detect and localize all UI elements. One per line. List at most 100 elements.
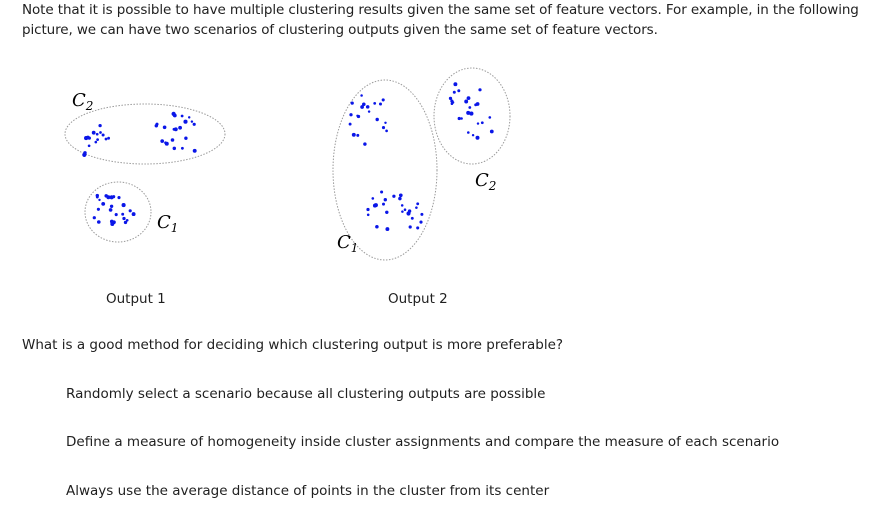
option-homogeneity-measure[interactable]: Define a measure of homogeneity inside c… (66, 434, 780, 450)
output1-point (190, 120, 194, 123)
output1-point (172, 146, 177, 151)
question-text: What is a good method for deciding which… (22, 337, 564, 353)
output2-point (362, 102, 366, 107)
output1-point (86, 135, 90, 139)
output1-point (162, 125, 167, 130)
output2-point (452, 90, 456, 94)
output2-point (475, 135, 480, 140)
output2-point (478, 88, 482, 92)
output1-point (128, 209, 132, 213)
output2-point (469, 111, 474, 116)
option-average-distance[interactable]: Always use the average distance of point… (66, 483, 550, 499)
output1-point (96, 207, 100, 211)
output2-point (348, 122, 352, 126)
output2-point (466, 110, 471, 115)
output1-point (117, 196, 121, 200)
output1-point (164, 141, 169, 146)
output1-point (91, 130, 96, 135)
output1-point (92, 216, 96, 220)
output2-point (416, 226, 420, 230)
output2-point (367, 110, 371, 113)
output1-point (99, 131, 102, 134)
output2-point (468, 106, 472, 109)
clustering-figure: C2 C1 C1 C2 (64, 67, 511, 261)
output2-point (349, 113, 353, 117)
output1-point (121, 212, 125, 216)
output1-point (95, 132, 99, 136)
output2-point (457, 116, 461, 121)
output2-point (460, 117, 463, 120)
output2-point (475, 102, 480, 106)
output2-point (398, 196, 402, 201)
output2-point (385, 210, 389, 215)
output2-point (392, 194, 396, 198)
output2-point (385, 129, 388, 133)
option-random-scenario[interactable]: Randomly select a scenario because all c… (66, 386, 546, 402)
output1-point (123, 220, 128, 225)
output2-point (403, 208, 407, 211)
output2-point (407, 209, 412, 213)
output2-point (350, 101, 354, 105)
output1-point (98, 123, 102, 128)
output1-point (160, 139, 165, 143)
output2-point (489, 129, 494, 134)
output2-point (365, 105, 370, 109)
output2-point (385, 227, 390, 232)
output1-point (192, 148, 197, 153)
output1-point (109, 219, 114, 224)
output2-point (375, 225, 379, 229)
output1-point (131, 212, 136, 217)
output2-cluster-c2-ellipse (433, 67, 511, 165)
output1-point (101, 201, 106, 206)
output1-label-c2: C2 (72, 90, 93, 113)
output1-point (95, 195, 99, 199)
output2-label-c2: C2 (475, 170, 496, 193)
output1-point (98, 198, 101, 202)
output1-point (108, 208, 113, 212)
output1-point (122, 216, 126, 221)
output1-cluster-c1-ellipse (84, 181, 152, 243)
output2-point (371, 197, 375, 200)
output2-point (366, 213, 370, 217)
output2-point (476, 122, 480, 125)
output1-label-c1: C1 (157, 212, 178, 235)
output1-point (114, 213, 118, 217)
output2-point (448, 96, 453, 101)
output2-point (381, 126, 386, 130)
output2-point (381, 98, 385, 102)
output2-point (360, 94, 363, 97)
output1-point (87, 144, 91, 148)
output1-cluster-c2-ellipse (64, 103, 226, 165)
output2-point (451, 101, 455, 104)
output2-point (356, 133, 360, 137)
intro-paragraph: Note that it is possible to have multipl… (22, 2, 859, 38)
output2-point (398, 193, 403, 198)
output1-point (96, 138, 99, 141)
output1-point (94, 140, 98, 144)
output2-point (366, 207, 370, 212)
output1-point (180, 114, 184, 118)
output1-point (83, 153, 87, 156)
output1-point (172, 113, 177, 118)
output2-point (457, 89, 461, 93)
output1-point (178, 125, 182, 130)
output2-point (453, 82, 458, 87)
output2-point (466, 96, 471, 100)
output2-point (382, 202, 385, 206)
output2-point (378, 102, 383, 106)
output1-point (172, 127, 176, 131)
output1-point (104, 194, 108, 198)
output1-point (170, 138, 175, 142)
output2-point (373, 203, 378, 208)
output2-point (419, 220, 423, 224)
output1-caption: Output 1 (106, 291, 166, 307)
output1-point (109, 204, 114, 208)
output2-cluster-c1-ellipse (332, 79, 438, 261)
output2-point (363, 142, 367, 146)
output1-point (184, 136, 188, 140)
output1-point (125, 218, 129, 222)
output1-point (180, 146, 184, 150)
output2-point (471, 133, 475, 137)
output1-point (192, 122, 196, 126)
output2-point (384, 121, 387, 125)
